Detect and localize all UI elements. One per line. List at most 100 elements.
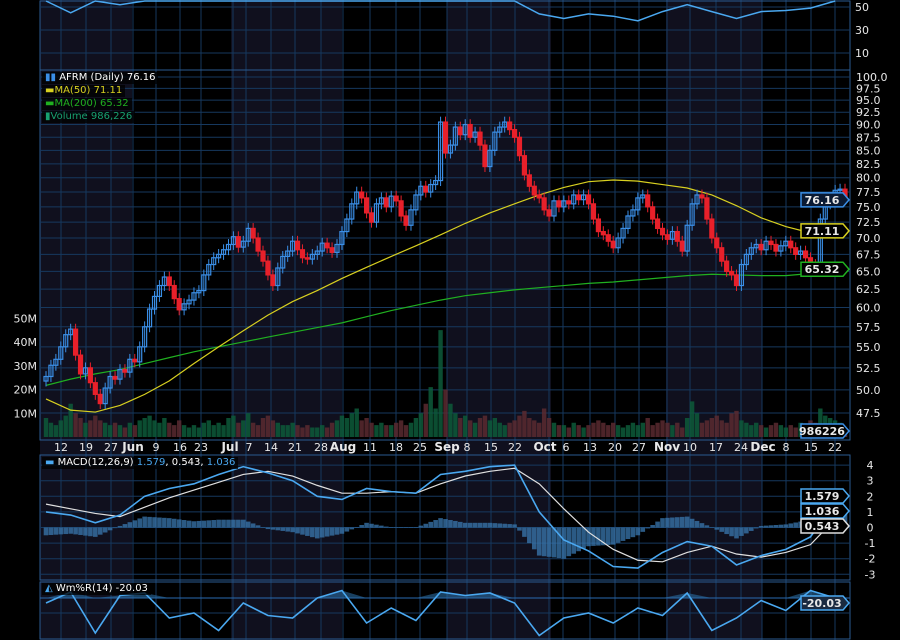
date-axis-tick: 22 xyxy=(508,441,522,454)
candle xyxy=(728,270,735,276)
line-icon: ▬ xyxy=(45,85,55,96)
top-axis-tick: 10 xyxy=(855,47,869,60)
volume-bar xyxy=(714,415,719,437)
volume-bar xyxy=(625,425,631,437)
legend-hist-value: 1.036 xyxy=(206,457,236,468)
candle xyxy=(359,191,365,199)
volume-bar xyxy=(684,418,690,437)
candle xyxy=(576,194,582,201)
candle xyxy=(526,174,532,187)
candle xyxy=(437,121,444,182)
macd-histogram-bar xyxy=(586,527,591,547)
macd-histogram-bar xyxy=(191,521,197,528)
volume-bar xyxy=(561,425,567,437)
price-axis-tick: 100.0 xyxy=(856,71,888,84)
macd-histogram-bar xyxy=(58,527,64,535)
legend-ma50-label: MA(50) 71.11 xyxy=(54,85,123,96)
volume-bar xyxy=(699,422,705,437)
date-axis-tick: 22 xyxy=(828,441,842,454)
macd-histogram-bar xyxy=(783,524,789,528)
volume-bar xyxy=(670,425,675,437)
candle xyxy=(423,185,429,193)
volume-bar xyxy=(532,420,537,437)
volume-bar xyxy=(472,422,478,437)
date-axis-tick: 6 xyxy=(563,441,570,454)
macd-histogram-bar xyxy=(665,517,670,528)
macd-signal-line xyxy=(45,467,836,563)
top-axis-tick: 50 xyxy=(855,1,869,14)
candle xyxy=(511,128,518,138)
macd-signal-tag: 0.543 xyxy=(805,520,840,533)
macd-histogram-bar xyxy=(369,523,374,528)
volume-bar xyxy=(78,418,83,437)
macd-histogram-bar xyxy=(354,527,360,528)
volume-bar xyxy=(773,422,779,437)
candle xyxy=(640,194,646,199)
volume-bar xyxy=(734,410,739,437)
candle xyxy=(561,200,567,208)
volume-bar xyxy=(640,422,645,437)
legend-volume: ▮Volume 986,226 xyxy=(42,111,136,123)
candle xyxy=(452,126,458,146)
candle xyxy=(373,203,380,223)
volume-bar xyxy=(502,425,507,437)
candle xyxy=(122,368,128,373)
macd-histogram-bar xyxy=(645,527,651,529)
legend-macd: ▬ MACD(12,26,9) 1.579, 0.543, 1.036 xyxy=(42,457,239,469)
volume-bar xyxy=(586,425,591,437)
macd-histogram-bar xyxy=(438,518,443,528)
candle xyxy=(664,234,671,240)
macd-histogram-bar xyxy=(482,522,488,528)
volume-bar xyxy=(517,415,522,437)
candle xyxy=(462,123,468,136)
candle xyxy=(433,179,439,186)
candle xyxy=(428,183,434,193)
volume-bar xyxy=(310,427,315,437)
macd-histogram-bar xyxy=(408,527,414,528)
date-axis-tick: 8 xyxy=(783,441,790,454)
candle xyxy=(788,240,794,249)
macd-histogram-bar xyxy=(201,520,207,528)
volume-bar xyxy=(709,418,715,437)
macd-histogram-bar xyxy=(842,511,848,528)
macd-histogram-bar xyxy=(236,519,241,528)
volume-bar xyxy=(492,418,498,437)
macd-histogram-bar xyxy=(344,527,350,532)
candle xyxy=(472,131,478,138)
volume-bar xyxy=(571,422,576,437)
candle xyxy=(492,131,498,151)
macd-histogram-bar xyxy=(102,527,108,533)
candle xyxy=(102,387,108,405)
candle xyxy=(299,249,306,259)
candle xyxy=(309,253,315,260)
volume-bar xyxy=(443,389,448,437)
legend-macd-label: MACD(12,26,9) xyxy=(57,457,134,468)
candle xyxy=(349,203,355,220)
macd-histogram-bar xyxy=(601,527,606,546)
volume-bar xyxy=(221,425,226,437)
macd-histogram-bar xyxy=(502,523,507,528)
volume-tag-box xyxy=(800,423,850,439)
volume-bar xyxy=(635,425,641,437)
volume-bar xyxy=(162,418,167,437)
legend-price: ▮▮ AFRM (Daily) 76.16 xyxy=(42,72,159,84)
candle xyxy=(151,295,158,310)
candle xyxy=(398,200,404,217)
candle xyxy=(684,224,690,252)
volume-bar xyxy=(758,425,764,437)
candle xyxy=(201,274,207,292)
volume-bar xyxy=(270,420,276,437)
candle xyxy=(748,247,754,255)
macd-histogram-bar xyxy=(275,527,281,531)
macd-histogram-bar xyxy=(739,527,744,536)
macd-histogram-bar xyxy=(393,527,399,528)
candle xyxy=(418,185,424,196)
volume-bar xyxy=(43,418,49,437)
candle xyxy=(654,218,661,230)
macd-tag: 1.579 xyxy=(805,490,840,503)
volume-axis-tick: 30M xyxy=(14,360,38,373)
volume-bar xyxy=(112,422,118,437)
volume-bar xyxy=(236,422,241,437)
volume-bar xyxy=(181,425,187,437)
